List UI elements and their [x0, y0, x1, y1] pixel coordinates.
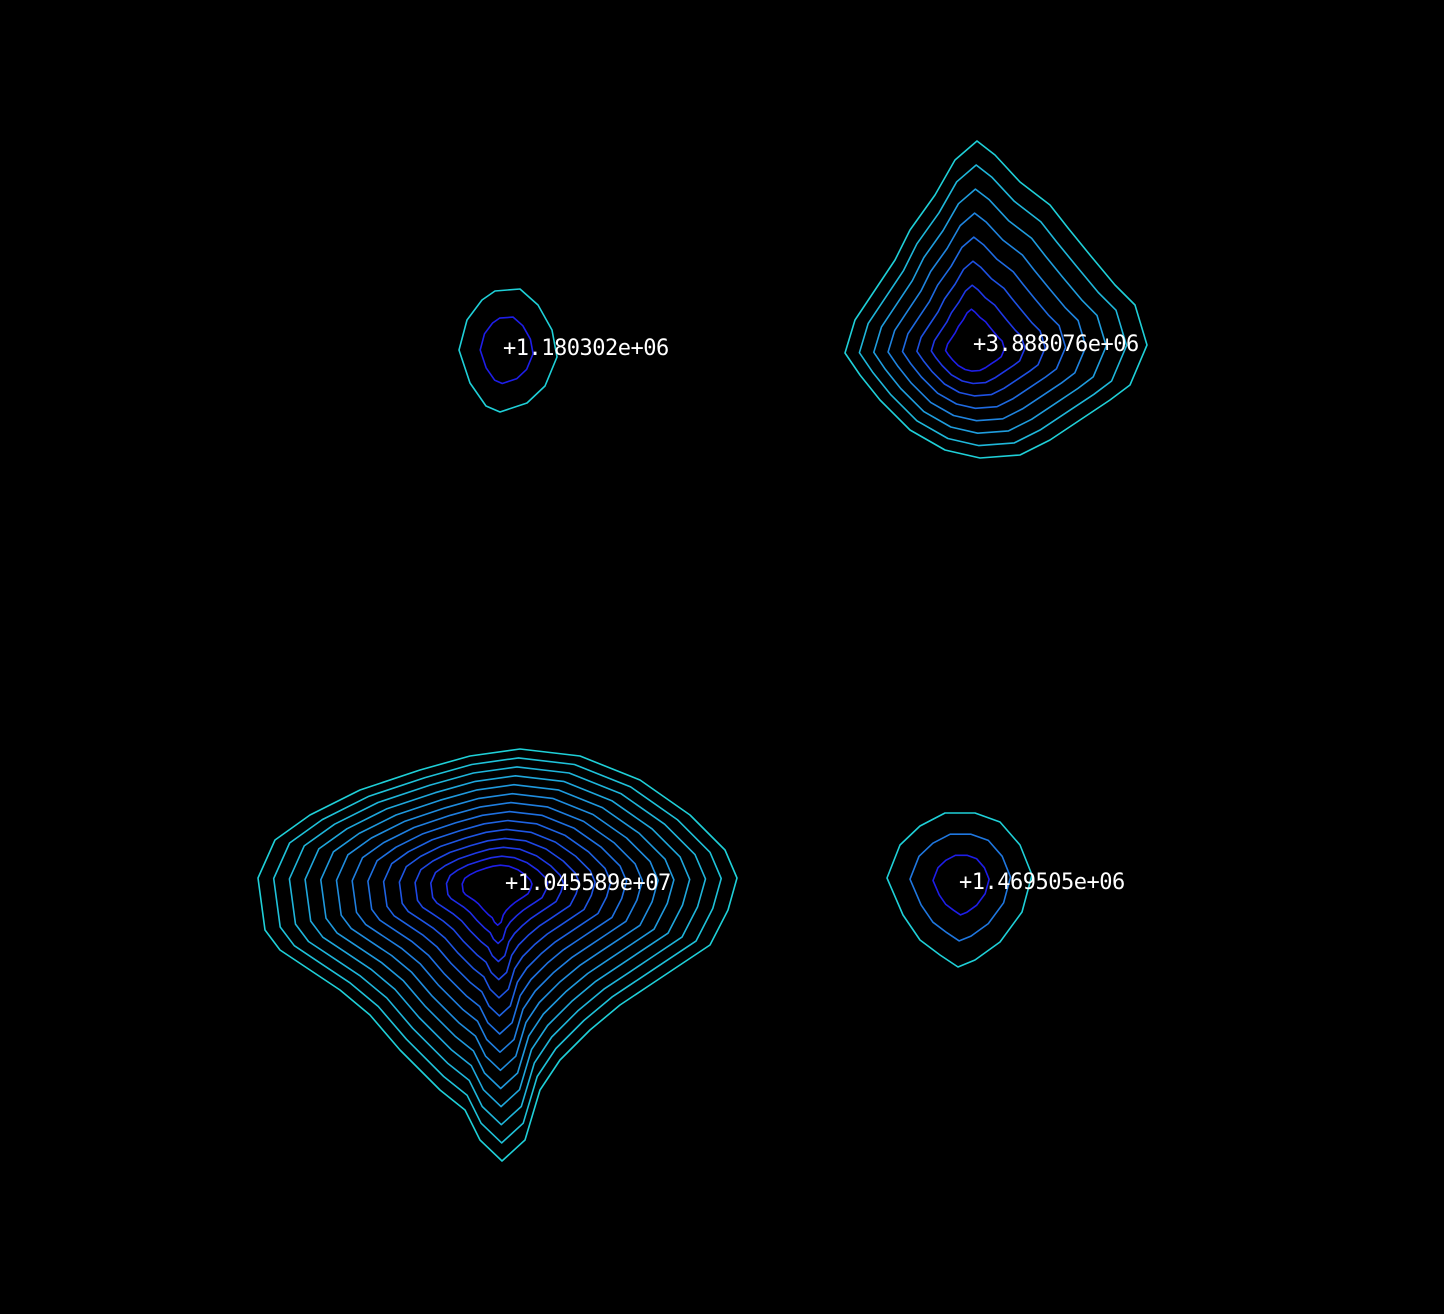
- contour-line-bottom-left-1: [257, 748, 738, 1162]
- contour-line-bottom-left-9: [382, 819, 612, 1017]
- contour-line-top-right-5: [901, 236, 1067, 410]
- peak-group-bottom-right: +1.469505e+06: [886, 812, 1125, 968]
- peak-group-top-left: +1.180302e+06: [458, 288, 669, 413]
- contour-line-top-right-8: [944, 308, 1006, 372]
- contour-line-bottom-left-7: [351, 801, 644, 1053]
- contour-line-bottom-right-2: [909, 833, 1012, 942]
- contour-line-bottom-right-1: [886, 812, 1033, 968]
- contour-line-top-right-4: [887, 212, 1087, 422]
- peak-group-top-right: +3.888076e+06: [844, 140, 1148, 459]
- contour-line-top-right-2: [858, 164, 1128, 447]
- contour-line-bottom-left-10: [398, 828, 596, 999]
- contour-line-bottom-left-3: [288, 766, 707, 1126]
- contour-set-bottom-right: [886, 812, 1033, 968]
- contour-line-top-right-3: [872, 188, 1108, 435]
- contour-line-top-right-6: [916, 260, 1046, 397]
- contour-line-top-right-1: [844, 140, 1148, 459]
- contour-line-top-left-1: [458, 288, 558, 413]
- contour-line-bottom-left-4: [304, 774, 691, 1108]
- contour-line-bottom-left-6: [335, 792, 659, 1072]
- contour-set-top-right: [844, 140, 1148, 459]
- contour-line-bottom-left-5: [319, 783, 675, 1090]
- contour-line-top-right-7: [930, 284, 1026, 385]
- peak-label-bottom-right: +1.469505e+06: [959, 870, 1125, 895]
- contour-line-bottom-right-3: [932, 854, 990, 916]
- contour-line-bottom-left-2: [272, 757, 723, 1144]
- peak-label-bottom-left: +1.045589e+07: [505, 871, 671, 896]
- contour-line-bottom-left-12: [429, 846, 565, 963]
- contour-line-bottom-left-8: [367, 810, 628, 1035]
- peak-label-top-left: +1.180302e+06: [503, 336, 669, 361]
- peak-group-bottom-left: +1.045589e+07: [257, 748, 738, 1162]
- contour-set-bottom-left: [257, 748, 738, 1162]
- contour-set-top-left: [458, 288, 558, 413]
- contour-line-bottom-left-11: [414, 837, 581, 981]
- contour-line-bottom-left-13: [445, 855, 549, 945]
- peak-label-top-right: +3.888076e+06: [973, 332, 1139, 357]
- contour-line-bottom-left-14: [461, 864, 533, 927]
- contour-line-top-left-2: [479, 316, 534, 385]
